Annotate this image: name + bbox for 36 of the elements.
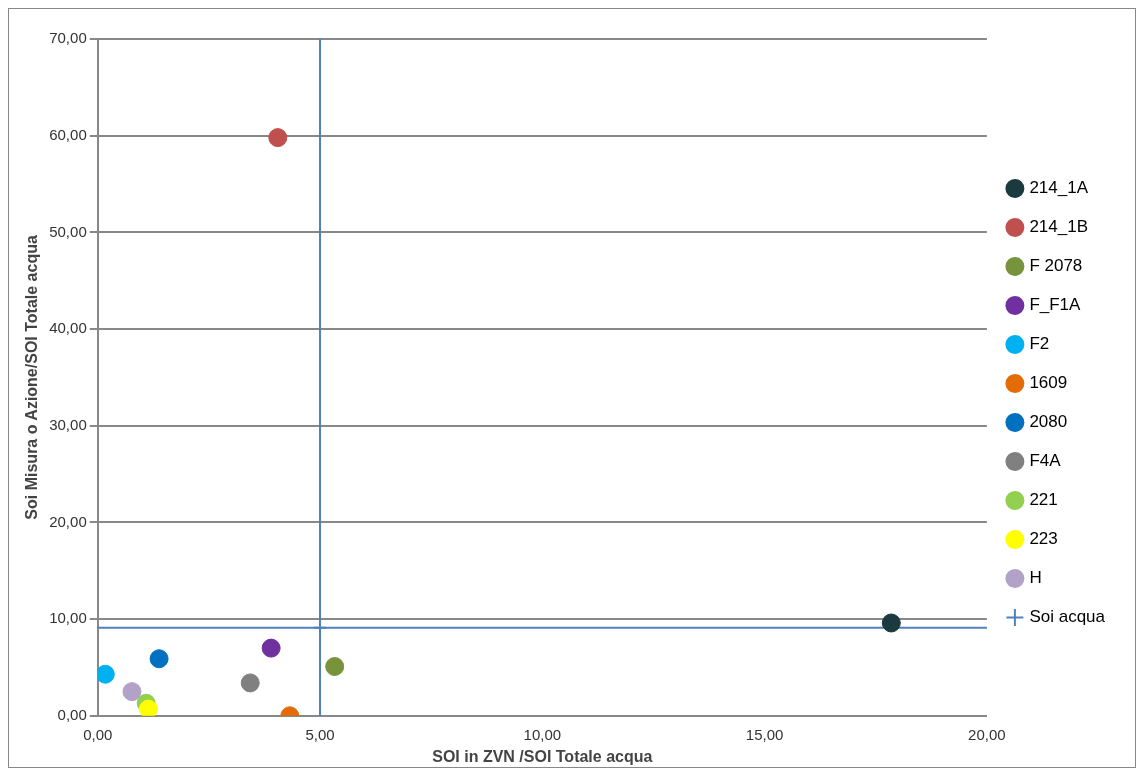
y-axis-title: Soi Misura o Azione/SOI Totale acqua [23, 235, 41, 520]
y-tick-label: 60,00 [49, 125, 87, 143]
legend-label: 214_1B [1029, 217, 1089, 237]
x-tick-label: 10,00 [523, 725, 562, 743]
point [240, 673, 260, 693]
x-tick-label: 5,00 [305, 725, 335, 743]
y-tick-label: 0,00 [57, 705, 87, 723]
y-tick-label: 50,00 [49, 222, 87, 240]
point [122, 682, 142, 702]
legend-label: H [1029, 568, 1042, 588]
legend-label: 1609 [1029, 373, 1068, 393]
y-tick-label: 30,00 [49, 415, 87, 433]
x-tick-label: 20,00 [968, 725, 1006, 743]
legend-label: F2 [1029, 334, 1050, 354]
point [261, 638, 281, 658]
point [325, 656, 345, 676]
legend-label: F 2078 [1029, 256, 1083, 276]
y-tick-label: 10,00 [49, 609, 87, 627]
point [138, 699, 158, 716]
y-tick-label: 40,00 [49, 319, 87, 337]
point [97, 664, 115, 684]
point [268, 128, 288, 148]
legend-label: 214_1A [1029, 178, 1089, 198]
y-tick-label: 20,00 [49, 512, 87, 530]
y-tick-label: 70,00 [49, 29, 87, 47]
legend-label: 221 [1029, 490, 1058, 510]
x-tick-label: 0,00 [83, 725, 113, 743]
legend-label: F4A [1029, 451, 1062, 471]
x-tick-label: 15,00 [745, 725, 784, 743]
legend-label: 2080 [1029, 412, 1068, 432]
point [881, 613, 901, 633]
legend-label: 223 [1029, 529, 1058, 549]
legend-label: Soi acqua [1029, 607, 1106, 627]
point [149, 649, 169, 669]
legend-label: F_F1A [1029, 295, 1082, 315]
x-axis-title: SOI in ZVN /SOI Totale acqua [432, 747, 653, 765]
